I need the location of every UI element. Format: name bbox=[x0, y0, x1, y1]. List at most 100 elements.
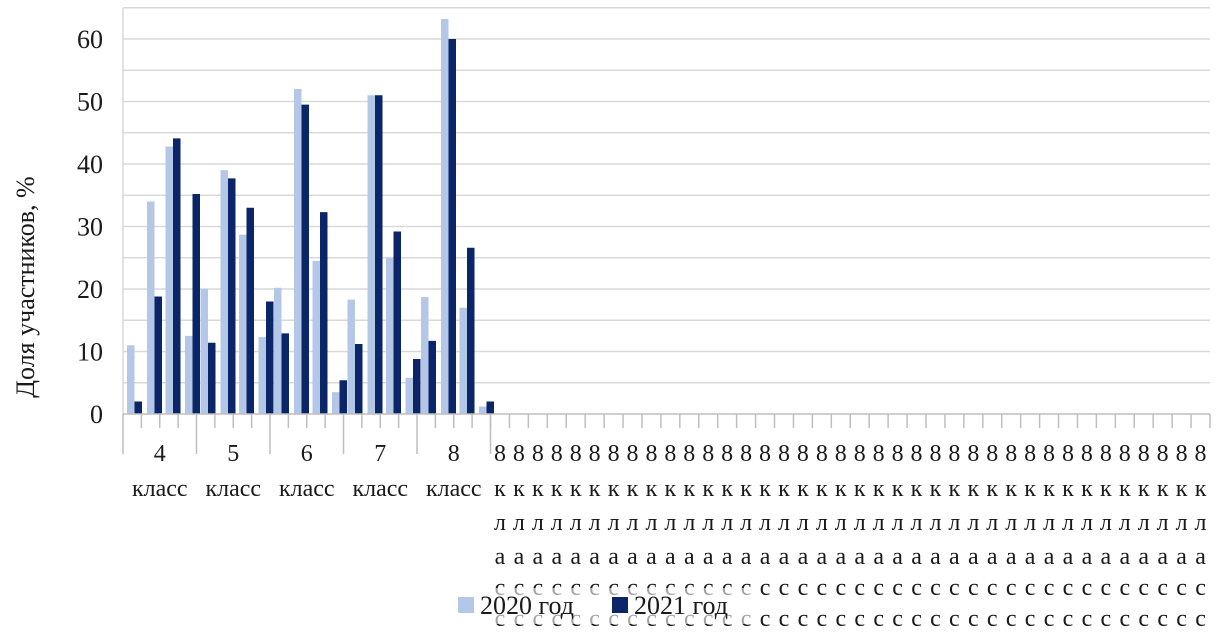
category-label-char: а bbox=[930, 544, 941, 570]
bar bbox=[448, 39, 456, 414]
category-label-char: 8 bbox=[986, 441, 998, 467]
category-label-char: 8 bbox=[721, 441, 733, 467]
category-label-char: л bbox=[702, 510, 714, 536]
bar bbox=[393, 231, 401, 414]
category-label-char: с bbox=[854, 575, 865, 601]
category-label-char: 8 bbox=[608, 441, 620, 467]
category-label-char: с bbox=[1119, 575, 1130, 601]
bar bbox=[312, 260, 320, 415]
category-label-char: а bbox=[987, 544, 998, 570]
bar bbox=[258, 337, 266, 415]
bar bbox=[347, 299, 355, 415]
category-label-word: класс bbox=[205, 476, 261, 502]
category-label-char: 8 bbox=[740, 441, 752, 467]
bar bbox=[301, 104, 309, 415]
bar bbox=[320, 212, 328, 414]
category-label-char: к bbox=[665, 476, 677, 502]
category-label-char: л bbox=[1157, 510, 1169, 536]
category-label-char: л bbox=[532, 510, 544, 536]
category-label-char: л bbox=[967, 510, 979, 536]
category-label-char: л bbox=[721, 510, 733, 536]
category-label-word: класс bbox=[352, 476, 408, 502]
bar bbox=[441, 19, 449, 414]
category-label-char: а bbox=[589, 544, 600, 570]
category-label-char: с bbox=[1025, 606, 1036, 632]
category-label-char: а bbox=[722, 544, 733, 570]
category-label-char: а bbox=[911, 544, 922, 570]
category-label-char: 8 bbox=[1195, 441, 1207, 467]
category-label-char: к bbox=[1062, 476, 1074, 502]
category-label-char: к bbox=[1119, 476, 1131, 502]
category-label-char: 8 bbox=[1062, 441, 1074, 467]
category-label-char: с bbox=[1025, 575, 1036, 601]
category-label-char: а bbox=[703, 544, 714, 570]
category-label-char: а bbox=[684, 544, 695, 570]
bar bbox=[281, 333, 289, 415]
y-tick-labels: 0 10 20 30 40 50 60 bbox=[77, 25, 103, 429]
category-label-char: к bbox=[854, 476, 866, 502]
category-label-char: с bbox=[817, 606, 828, 632]
category-label-char: а bbox=[570, 544, 581, 570]
category-label-char: к bbox=[683, 476, 695, 502]
bars bbox=[127, 19, 494, 415]
category-label-word: класс bbox=[426, 476, 482, 502]
category-label-char: 8 bbox=[816, 441, 828, 467]
category-label-char: л bbox=[929, 510, 941, 536]
category-label-char: с bbox=[1082, 575, 1093, 601]
category-label-char: 8 bbox=[532, 441, 544, 467]
category-label-char: с bbox=[930, 575, 941, 601]
legend-swatch-2020 bbox=[458, 597, 474, 613]
category-label-char: л bbox=[948, 510, 960, 536]
category-label-char: 8 bbox=[854, 441, 866, 467]
category-label-char: а bbox=[779, 544, 790, 570]
category-label-char: л bbox=[1176, 510, 1188, 536]
category-label-char: с bbox=[779, 606, 790, 632]
category-label-char: к bbox=[570, 476, 582, 502]
bar bbox=[467, 247, 475, 414]
category-label-char: с bbox=[760, 575, 771, 601]
category-label-char: с bbox=[873, 575, 884, 601]
bar bbox=[375, 95, 383, 414]
category-label-char: л bbox=[1024, 510, 1036, 536]
category-label-char: с bbox=[1006, 575, 1017, 601]
category-label-char: к bbox=[627, 476, 639, 502]
y-tick-label: 30 bbox=[77, 213, 103, 242]
category-label-char: 8 bbox=[1157, 441, 1169, 467]
category-label-char: л bbox=[494, 510, 506, 536]
category-label-char: л bbox=[683, 510, 695, 536]
category-label-char: л bbox=[645, 510, 657, 536]
category-label-char: 8 bbox=[513, 441, 525, 467]
category-label-char: с bbox=[1063, 575, 1074, 601]
category-label-char: с bbox=[1101, 606, 1112, 632]
y-tick-label: 10 bbox=[77, 338, 103, 367]
category-label-char: к bbox=[1100, 476, 1112, 502]
category-label-char: с bbox=[1138, 606, 1149, 632]
legend-background bbox=[452, 588, 752, 624]
category-label-number: 5 bbox=[227, 441, 239, 467]
category-label-char: 8 bbox=[1176, 441, 1188, 467]
category-label-char: л bbox=[797, 510, 809, 536]
category-label-char: а bbox=[1044, 544, 1055, 570]
category-label-char: 8 bbox=[1119, 441, 1131, 467]
category-label-char: к bbox=[1157, 476, 1169, 502]
category-label-char: с bbox=[949, 606, 960, 632]
category-label-char: а bbox=[798, 544, 809, 570]
category-label-char: с bbox=[1157, 606, 1168, 632]
category-label-char: а bbox=[1176, 544, 1187, 570]
category-label-char: л bbox=[1081, 510, 1093, 536]
category-label-char: а bbox=[1082, 544, 1093, 570]
category-label-char: 8 bbox=[551, 441, 563, 467]
category-label-char: к bbox=[551, 476, 563, 502]
bar bbox=[127, 345, 135, 414]
category-label-char: 8 bbox=[494, 441, 506, 467]
category-label-char: л bbox=[911, 510, 923, 536]
category-label-char: с bbox=[949, 575, 960, 601]
category-label-char: к bbox=[1195, 476, 1207, 502]
category-label-char: л bbox=[816, 510, 828, 536]
category-label-char: 8 bbox=[1024, 441, 1036, 467]
category-label-char: л bbox=[1043, 510, 1055, 536]
category-label-char: к bbox=[721, 476, 733, 502]
bar bbox=[479, 406, 487, 414]
category-label-char: с bbox=[987, 575, 998, 601]
